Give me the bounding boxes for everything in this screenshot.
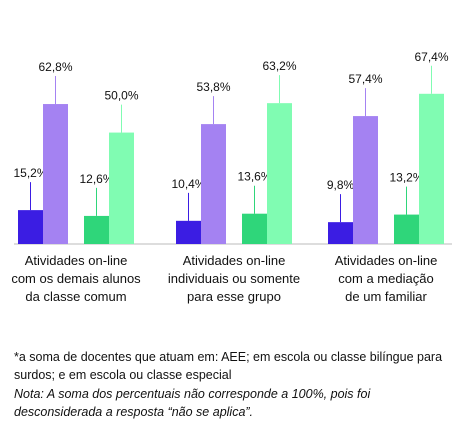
note: Nota: A soma dos percentuais não corresp… (14, 387, 371, 419)
value-label: 53,8% (196, 80, 230, 94)
value-label: 57,4% (348, 72, 382, 86)
footnote: *a soma de docentes que atuam em: AEE; e… (14, 350, 443, 382)
bar (394, 214, 419, 244)
value-label: 63,2% (262, 59, 296, 73)
bar (176, 220, 201, 244)
bar (328, 222, 353, 244)
value-label: 62,8% (38, 60, 72, 74)
bar (43, 104, 68, 244)
bar (84, 215, 109, 244)
category-label: Atividades on-line individuais ou soment… (167, 253, 301, 304)
value-label: 50,0% (104, 89, 138, 103)
bar (242, 213, 267, 244)
bar (18, 210, 43, 244)
bar (419, 93, 444, 245)
value-label: 67,4% (414, 50, 448, 64)
value-label: 13,2% (389, 171, 423, 185)
value-label: 15,2% (13, 166, 47, 180)
value-label: 13,6% (237, 170, 271, 184)
bar (353, 116, 378, 244)
value-label: 9,8% (327, 178, 355, 192)
value-label: 10,4% (171, 177, 205, 191)
category-label: Atividades on-line com os demais alunos … (11, 253, 141, 304)
category-label: Atividades on-line com a mediação de um … (334, 253, 438, 304)
chart: 15,2% 62,8% 12,6% 50,0% 10,4% 53,8% 13,6% 63,2%… (13, 50, 452, 245)
bar (267, 103, 292, 244)
bar (109, 132, 134, 244)
bar (201, 124, 226, 244)
value-label: 12,6% (79, 172, 113, 186)
